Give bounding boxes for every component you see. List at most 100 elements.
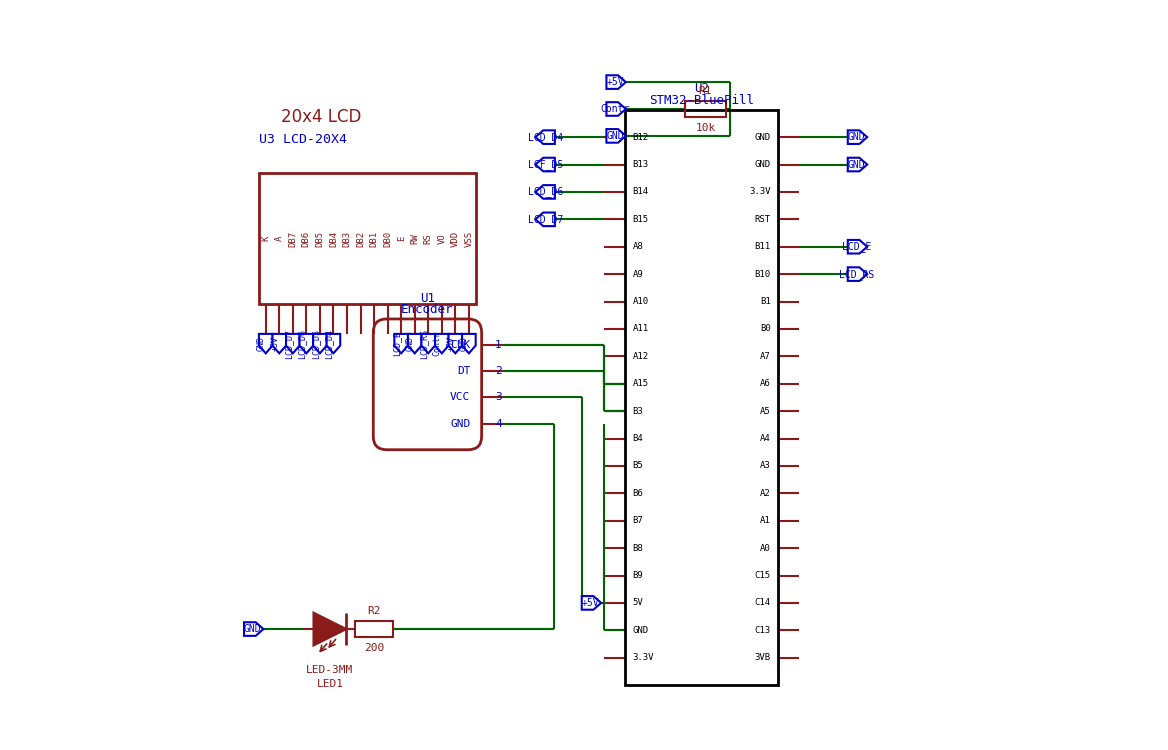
Text: C15: C15 (755, 571, 771, 580)
Text: 10k: 10k (695, 124, 716, 134)
Text: A8: A8 (633, 242, 644, 251)
Text: 4: 4 (495, 419, 502, 428)
Text: B0: B0 (760, 325, 771, 334)
Text: RW: RW (410, 233, 419, 244)
Text: Encoder: Encoder (401, 304, 453, 316)
Text: VDD: VDD (451, 230, 460, 247)
Text: VCC: VCC (450, 392, 471, 403)
Text: RS: RS (424, 233, 433, 244)
Polygon shape (606, 129, 626, 142)
Polygon shape (286, 334, 300, 353)
Text: DB0: DB0 (383, 230, 392, 247)
Text: 3: 3 (495, 392, 502, 403)
Polygon shape (582, 596, 602, 610)
Text: LCD_RS: LCD_RS (839, 268, 874, 280)
Polygon shape (422, 334, 434, 353)
Polygon shape (327, 334, 340, 353)
Text: A1: A1 (760, 516, 771, 525)
Polygon shape (259, 334, 272, 353)
Text: 1: 1 (495, 340, 502, 350)
Text: STM32-BluePill: STM32-BluePill (649, 94, 755, 107)
Text: DT: DT (457, 366, 471, 376)
Text: LCD_D6: LCD_D6 (298, 328, 306, 358)
Text: LCD_D4: LCD_D4 (528, 132, 564, 142)
Text: GND: GND (755, 160, 771, 169)
Text: B4: B4 (633, 434, 644, 443)
Polygon shape (299, 334, 313, 353)
Text: 20x4 LCD: 20x4 LCD (281, 108, 362, 126)
Polygon shape (463, 334, 475, 353)
Polygon shape (395, 334, 408, 353)
Text: +5V: +5V (582, 598, 599, 608)
Text: A5: A5 (760, 406, 771, 416)
Text: B6: B6 (633, 489, 644, 498)
Text: GND: GND (848, 160, 865, 170)
Text: B3: B3 (633, 406, 644, 416)
Text: LCD_E: LCD_E (392, 331, 401, 356)
Text: A4: A4 (760, 434, 771, 443)
Polygon shape (848, 130, 867, 144)
Bar (684, 100, 726, 117)
Text: B10: B10 (755, 270, 771, 279)
Text: A3: A3 (760, 461, 771, 470)
Polygon shape (535, 158, 555, 171)
Text: DB2: DB2 (356, 230, 366, 247)
Text: B1: B1 (760, 297, 771, 306)
Text: 5V: 5V (633, 598, 644, 608)
Polygon shape (272, 334, 286, 353)
Polygon shape (313, 613, 347, 646)
Text: DB6: DB6 (301, 230, 311, 247)
Text: A15: A15 (633, 380, 648, 388)
Polygon shape (535, 130, 555, 144)
Text: +5V: +5V (270, 336, 279, 351)
Text: GND: GND (606, 131, 624, 141)
Text: LCD_D5: LCD_D5 (311, 328, 320, 358)
Text: E: E (397, 236, 405, 242)
Text: K: K (262, 236, 270, 242)
Text: DB5: DB5 (315, 230, 325, 247)
Text: A12: A12 (633, 352, 648, 361)
Text: DB4: DB4 (329, 230, 338, 247)
Text: A2: A2 (760, 489, 771, 498)
Bar (259, 173, 475, 304)
Text: DB3: DB3 (342, 230, 352, 247)
Text: GND: GND (755, 133, 771, 142)
Text: B8: B8 (633, 544, 644, 553)
Text: B11: B11 (755, 242, 771, 251)
Text: B15: B15 (633, 214, 648, 223)
Text: A0: A0 (760, 544, 771, 553)
Polygon shape (535, 185, 555, 199)
Polygon shape (408, 334, 422, 353)
Text: R2: R2 (367, 606, 381, 616)
Text: 200: 200 (364, 644, 384, 653)
Text: 3.3V: 3.3V (750, 188, 771, 196)
Text: LCD_D7: LCD_D7 (528, 214, 564, 225)
Polygon shape (449, 334, 463, 353)
Text: LCD_RS: LCD_RS (419, 328, 429, 358)
Text: LCD_D7: LCD_D7 (284, 328, 293, 358)
Text: GND: GND (848, 132, 865, 142)
Bar (355, 621, 394, 638)
Text: B12: B12 (633, 133, 648, 142)
Text: A6: A6 (760, 380, 771, 388)
Text: LCD_D4: LCD_D4 (325, 328, 333, 358)
Text: GND: GND (257, 336, 266, 351)
Text: A10: A10 (633, 297, 648, 306)
Text: GND: GND (633, 626, 648, 634)
Text: GND: GND (460, 336, 468, 351)
Text: B14: B14 (633, 188, 648, 196)
Text: R1: R1 (698, 86, 712, 96)
Text: GND: GND (405, 336, 415, 351)
Polygon shape (848, 158, 867, 171)
Text: GND: GND (244, 624, 262, 634)
Polygon shape (244, 622, 264, 636)
Polygon shape (848, 240, 867, 254)
Text: B9: B9 (633, 571, 644, 580)
Text: LCD_D6: LCD_D6 (528, 187, 564, 197)
Text: A: A (274, 236, 284, 242)
Text: VO: VO (437, 233, 446, 244)
Bar (625, 110, 778, 685)
Text: Contr: Contr (433, 331, 442, 356)
Text: B5: B5 (633, 461, 644, 470)
Text: C14: C14 (755, 598, 771, 608)
